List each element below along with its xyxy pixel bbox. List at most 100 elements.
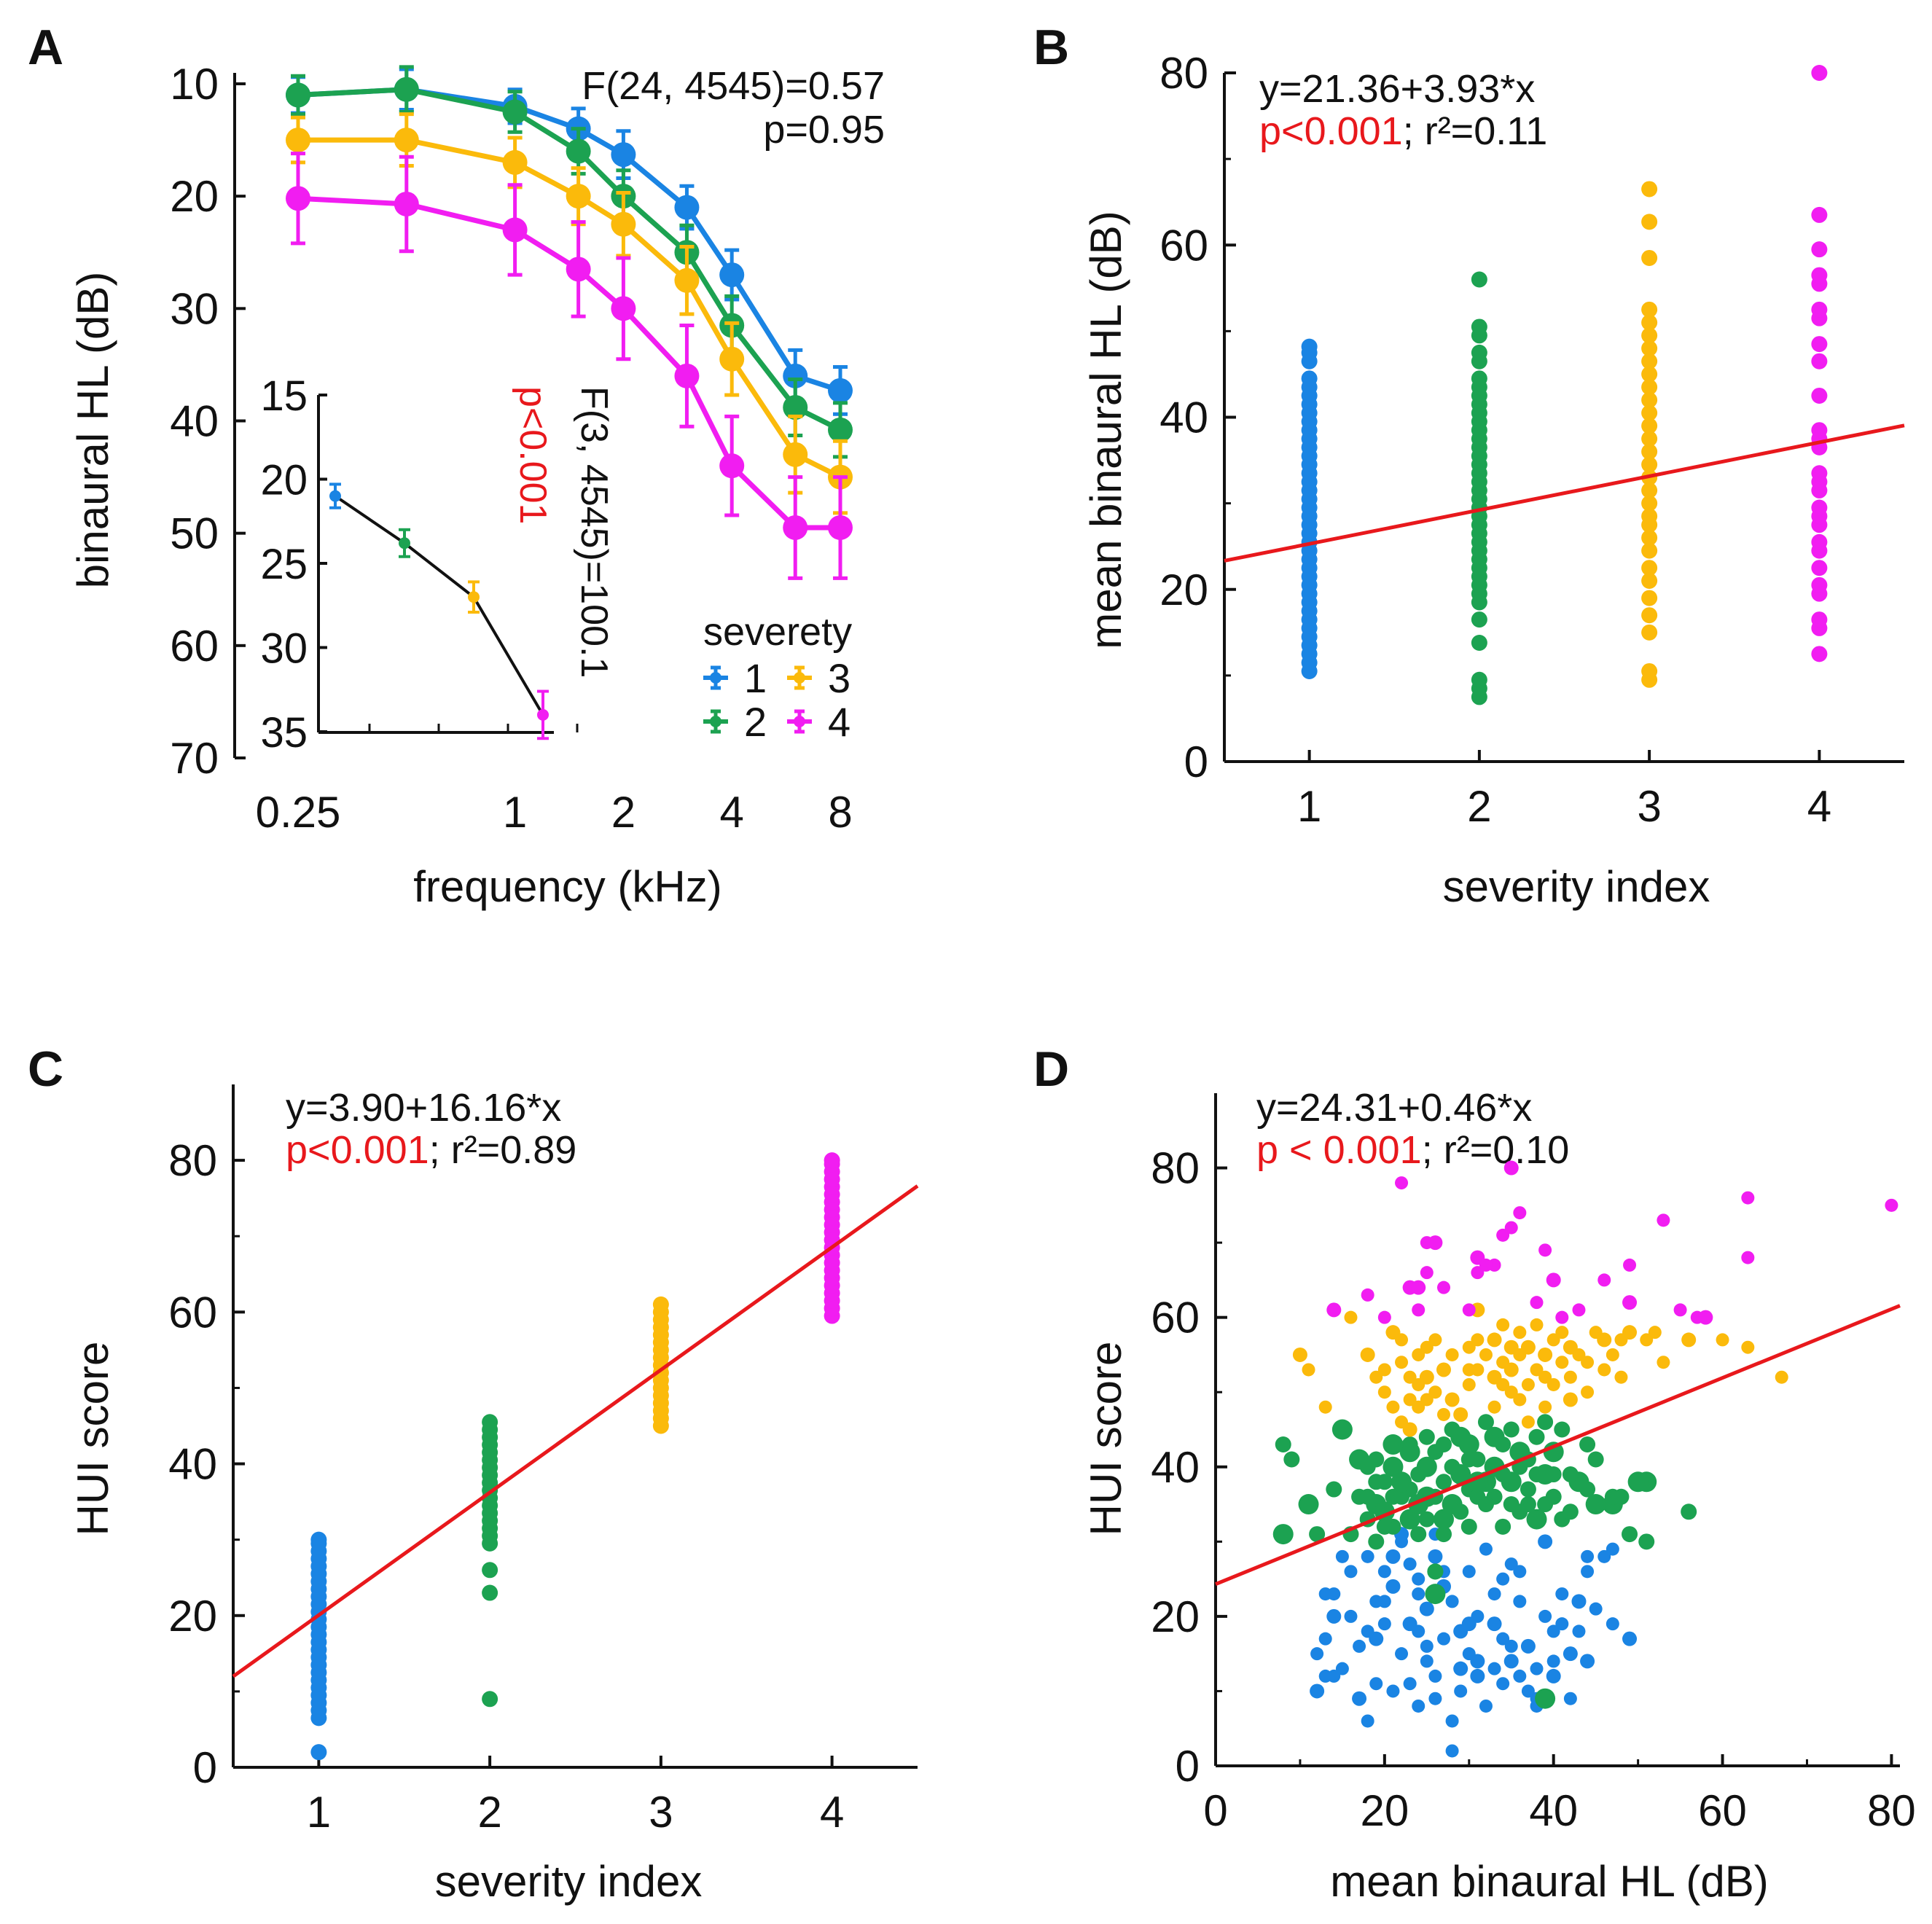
panel-d-point-severity-1 bbox=[1504, 1557, 1518, 1571]
panel-b-xtick-label: 3 bbox=[1637, 782, 1661, 831]
panel-d-point-severity-2 bbox=[1399, 1442, 1420, 1463]
panel-a-inset: 15 20 25 30 35 bbox=[260, 372, 579, 756]
panel-a-ytick-label: 20 bbox=[170, 172, 219, 221]
panel-b-stats: p<0.001; r²=0.11 bbox=[1259, 109, 1547, 153]
panel-d-point-severity-2 bbox=[1520, 1481, 1536, 1498]
panel-d-point-severity-2 bbox=[1283, 1451, 1300, 1468]
panel-d-point-severity-3 bbox=[1775, 1370, 1788, 1384]
panel-d-point-severity-3 bbox=[1360, 1347, 1375, 1362]
panel-d-point-severity-3 bbox=[1437, 1407, 1450, 1421]
panel-d-point-severity-2 bbox=[1579, 1481, 1596, 1498]
panel-d-point-severity-3 bbox=[1513, 1393, 1527, 1407]
panel-d-point-severity-4 bbox=[1361, 1288, 1374, 1302]
panel-b-point-severity-3 bbox=[1641, 560, 1658, 576]
panel-d-point-severity-2 bbox=[1535, 1688, 1556, 1709]
panel-d-point-severity-4 bbox=[1597, 1273, 1611, 1287]
panel-d-point-severity-1 bbox=[1530, 1662, 1544, 1675]
panel-d-point-severity-3 bbox=[1403, 1393, 1417, 1407]
panel-d-point-severity-2 bbox=[1436, 1526, 1452, 1543]
panel-d-point-severity-1 bbox=[1420, 1639, 1434, 1653]
panel-c-xtick-label: 4 bbox=[820, 1788, 844, 1837]
panel-b-point-severity-3 bbox=[1641, 181, 1658, 198]
panel-d-point-severity-2 bbox=[1359, 1458, 1376, 1475]
panel-d-point-severity-1 bbox=[1353, 1639, 1366, 1653]
panel-d-point-severity-3 bbox=[1318, 1400, 1332, 1414]
panel-d-point-severity-2 bbox=[1460, 1451, 1477, 1468]
panel-d-point-severity-3 bbox=[1581, 1385, 1595, 1399]
panel-d-point-severity-1 bbox=[1581, 1549, 1595, 1563]
panel-d-point-severity-1 bbox=[1496, 1632, 1510, 1646]
panel-c-point-severity-1 bbox=[310, 1744, 327, 1761]
series-4-point bbox=[286, 186, 310, 211]
panel-c-point-severity-2 bbox=[482, 1414, 498, 1431]
series-2-point bbox=[828, 417, 853, 442]
panel-d-point-severity-1 bbox=[1344, 1565, 1358, 1579]
panel-d-point-severity-1 bbox=[1361, 1549, 1374, 1563]
panel-d-point-severity-3 bbox=[1538, 1400, 1552, 1414]
panel-d-ytick-label: 40 bbox=[1151, 1443, 1200, 1492]
series-4-point bbox=[719, 453, 745, 479]
panel-b-point-severity-3 bbox=[1641, 495, 1658, 512]
panel-d-point-severity-3 bbox=[1344, 1310, 1358, 1324]
panel-d-point-severity-1 bbox=[1581, 1565, 1595, 1579]
panel-d-point-severity-3 bbox=[1546, 1333, 1560, 1347]
panel-d-point-severity-1 bbox=[1310, 1647, 1324, 1661]
panel-a-ytick-label: 60 bbox=[170, 622, 219, 670]
panel-d-point-severity-1 bbox=[1412, 1587, 1425, 1601]
inset-stat-p: p<0.001 bbox=[512, 386, 554, 524]
panel-d-point-severity-1 bbox=[1504, 1639, 1518, 1653]
panel-b-point-severity-2 bbox=[1471, 611, 1487, 628]
panel-d-point-severity-3 bbox=[1462, 1363, 1476, 1377]
panel-a-stat-p: p=0.95 bbox=[763, 108, 885, 152]
panel-b-point-severity-4 bbox=[1811, 422, 1828, 439]
panel-c-label: C bbox=[28, 1041, 63, 1097]
panel-b-point-severity-3 bbox=[1641, 366, 1658, 383]
panel-c-point-severity-2 bbox=[482, 1584, 498, 1601]
panel-d-point-severity-1 bbox=[1420, 1654, 1434, 1668]
panel-d-point-severity-3 bbox=[1402, 1422, 1417, 1437]
panel-d-point-severity-3 bbox=[1377, 1385, 1391, 1399]
inset-ytick-label: 35 bbox=[260, 709, 308, 756]
series-4-point bbox=[502, 217, 528, 243]
panel-c-r2: ; r²=0.89 bbox=[429, 1128, 577, 1172]
panel-d-point-severity-2 bbox=[1382, 1434, 1404, 1455]
panel-a-xtick-label: 8 bbox=[828, 788, 852, 837]
panel-b-xtick-label: 2 bbox=[1467, 782, 1491, 831]
panel-d-point-severity-1 bbox=[1403, 1557, 1417, 1571]
panel-d-point-severity-2 bbox=[1391, 1471, 1412, 1493]
panel-d-point-severity-1 bbox=[1428, 1669, 1442, 1683]
panel-d-point-severity-2 bbox=[1495, 1518, 1511, 1535]
panel-d-point-severity-1 bbox=[1326, 1608, 1342, 1624]
legend-marker-3 bbox=[794, 672, 805, 684]
panel-b-point-severity-3 bbox=[1641, 443, 1658, 460]
panel-d-point-severity-3 bbox=[1453, 1407, 1468, 1422]
panel-d-axes: 0 20 40 60 80 0 20 40 60 80 bbox=[1151, 1093, 1916, 1835]
series-1-point bbox=[719, 262, 745, 288]
panel-d-point-severity-3 bbox=[1555, 1356, 1569, 1369]
inset-ytick-label: 25 bbox=[260, 541, 308, 588]
panel-b-point-severity-1 bbox=[1301, 338, 1318, 355]
panel-d-point-severity-4 bbox=[1503, 1160, 1519, 1176]
panel-d-point-severity-1 bbox=[1412, 1699, 1425, 1713]
panel-d-point-severity-3 bbox=[1444, 1392, 1460, 1407]
series-3-point bbox=[394, 128, 419, 153]
legend-label-1: 1 bbox=[744, 655, 767, 701]
panel-b: B mean binaural HL (dB) severity index y… bbox=[1033, 20, 1905, 911]
panel-b-point-severity-3 bbox=[1641, 301, 1658, 318]
panel-b-point-severity-4 bbox=[1811, 353, 1828, 369]
panel-d-point-severity-1 bbox=[1310, 1684, 1325, 1699]
panel-b-point-severity-3 bbox=[1641, 391, 1658, 408]
panel-d-point-severity-4 bbox=[1622, 1295, 1638, 1310]
panel-d-point-severity-3 bbox=[1412, 1400, 1425, 1414]
panel-d-point-severity-2 bbox=[1444, 1458, 1460, 1475]
panel-d-point-severity-4 bbox=[1572, 1303, 1586, 1317]
panel-d-point-severity-2 bbox=[1526, 1509, 1547, 1530]
inset-point-2 bbox=[399, 537, 410, 550]
panel-d-point-severity-2 bbox=[1495, 1436, 1511, 1453]
panel-d-point-severity-4 bbox=[1513, 1206, 1527, 1220]
panel-d-point-severity-2 bbox=[1368, 1533, 1385, 1550]
panel-d-point-severity-3 bbox=[1496, 1377, 1510, 1391]
panel-d-point-severity-3 bbox=[1428, 1333, 1442, 1347]
panel-d-point-severity-2 bbox=[1326, 1481, 1342, 1498]
panel-d-point-severity-3 bbox=[1419, 1369, 1434, 1385]
